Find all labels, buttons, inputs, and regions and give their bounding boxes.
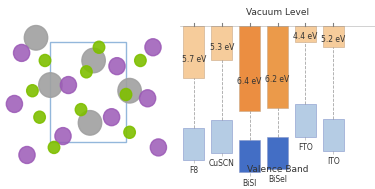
Circle shape [48, 141, 60, 153]
FancyBboxPatch shape [239, 26, 260, 112]
FancyBboxPatch shape [267, 136, 288, 169]
Text: CuSCN: CuSCN [209, 159, 235, 168]
Text: 4.4 eV: 4.4 eV [293, 32, 318, 41]
Circle shape [39, 54, 51, 67]
Circle shape [24, 26, 48, 50]
Text: Vacuum Level: Vacuum Level [246, 8, 309, 17]
FancyBboxPatch shape [183, 128, 204, 160]
Circle shape [27, 85, 38, 97]
Circle shape [109, 58, 125, 75]
Circle shape [60, 77, 76, 94]
FancyBboxPatch shape [295, 26, 316, 42]
FancyBboxPatch shape [183, 26, 204, 77]
Circle shape [120, 88, 132, 101]
Circle shape [104, 109, 120, 126]
FancyBboxPatch shape [239, 140, 260, 172]
Circle shape [140, 90, 156, 107]
Text: ITO: ITO [327, 157, 340, 166]
FancyBboxPatch shape [323, 26, 344, 47]
Circle shape [93, 41, 105, 53]
Circle shape [124, 126, 135, 138]
Text: BiSI: BiSI [243, 179, 257, 187]
Circle shape [13, 44, 30, 61]
Circle shape [75, 104, 87, 116]
Circle shape [19, 146, 35, 163]
Circle shape [82, 48, 105, 73]
Text: 5.2 eV: 5.2 eV [321, 35, 345, 44]
Circle shape [81, 66, 92, 78]
FancyBboxPatch shape [267, 26, 288, 108]
Circle shape [55, 128, 71, 145]
Text: 6.2 eV: 6.2 eV [266, 75, 290, 84]
Text: 6.4 eV: 6.4 eV [237, 77, 262, 86]
Text: 5.3 eV: 5.3 eV [210, 43, 234, 52]
Circle shape [6, 95, 22, 112]
FancyBboxPatch shape [295, 104, 316, 136]
Circle shape [34, 111, 45, 123]
Text: FTO: FTO [298, 143, 313, 152]
Circle shape [118, 78, 141, 103]
FancyBboxPatch shape [323, 119, 344, 151]
Text: F8: F8 [189, 166, 198, 175]
Circle shape [39, 73, 62, 97]
Text: Valence Band: Valence Band [247, 165, 308, 174]
Circle shape [78, 111, 102, 135]
FancyBboxPatch shape [211, 120, 232, 153]
Circle shape [145, 39, 161, 56]
Text: 5.7 eV: 5.7 eV [182, 55, 206, 64]
Circle shape [135, 54, 146, 67]
Circle shape [150, 139, 166, 156]
Text: BiSeI: BiSeI [268, 175, 287, 184]
FancyBboxPatch shape [211, 26, 232, 60]
